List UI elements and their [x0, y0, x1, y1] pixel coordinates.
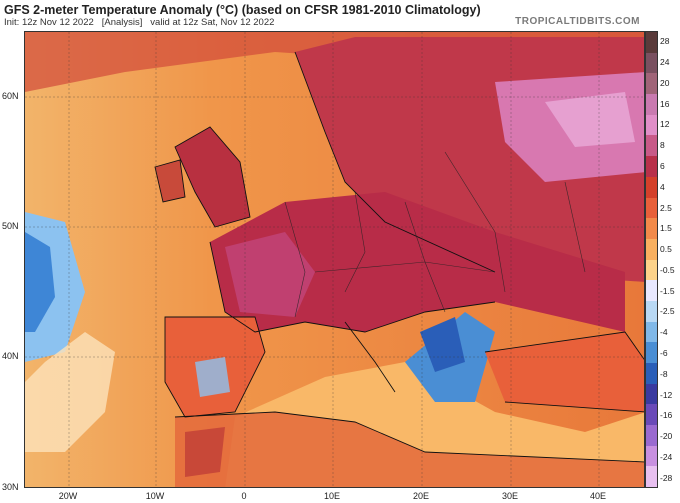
colorbar-swatch [646, 259, 657, 281]
colorbar-tick-label: -0.5 [660, 264, 675, 275]
colorbar-swatch [646, 73, 657, 95]
colorbar-labels: 28 24 20 16 12 8 6 4 2.5 1.5 0.5 -0.5 -1.5 -2.5 -4 -6 -8… [660, 31, 680, 488]
colorbar-tick-label: 16 [660, 98, 670, 109]
colorbar-swatch [646, 52, 657, 74]
lon-label-10e: 10E [323, 491, 341, 501]
colorbar-swatch [646, 238, 657, 260]
colorbar-swatch [646, 383, 657, 405]
colorbar-tick-label: -12 [660, 389, 673, 400]
lat-label-30n: 30N [2, 482, 19, 492]
analysis-tag: [Analysis] [101, 17, 143, 28]
map-title: GFS 2-meter Temperature Anomaly (°C) (ba… [4, 3, 481, 17]
colorbar-swatch [646, 321, 657, 343]
colorbar-swatch [646, 197, 657, 219]
warm-anomaly-north-africa [175, 412, 644, 487]
colorbar-swatch [646, 445, 657, 467]
cold-anomaly-atlantic-core [25, 232, 55, 332]
peak-warm-anomaly-russia [545, 92, 635, 147]
colorbar-tick-label: -28 [660, 472, 673, 483]
colorbar-tick-label: -16 [660, 410, 673, 421]
colorbar-swatch [646, 114, 657, 136]
colorbar-tick-label: 28 [660, 36, 670, 47]
colorbar-swatch [646, 32, 657, 53]
colorbar-swatch [646, 218, 657, 239]
colorbar-tick-label: 12 [660, 119, 670, 130]
colorbar-swatch [646, 156, 657, 177]
colorbar-tick-label: 8 [660, 140, 665, 151]
strong-warm-anomaly-france [225, 232, 315, 317]
country-borders [284, 151, 586, 318]
colorbar [645, 31, 658, 488]
coastlines [154, 51, 644, 463]
colorbar-swatch [646, 300, 657, 322]
lat-label-40n: 40N [2, 351, 19, 361]
colorbar-tick-label: 6 [660, 161, 665, 172]
colorbar-tick-label: -1.5 [660, 285, 675, 296]
colorbar-swatch [646, 94, 657, 115]
colorbar-swatch [646, 404, 657, 426]
warm-anomaly-turkey [485, 332, 644, 412]
lon-label-30e: 30E [501, 491, 519, 501]
anomaly-map [24, 31, 645, 488]
colorbar-tick-label: -20 [660, 431, 673, 442]
map-subtitle: Init: 12z Nov 12 2022 [Analysis] valid a… [4, 17, 274, 28]
colorbar-tick-label: -8 [660, 368, 668, 379]
lon-label-0: 0 [241, 491, 247, 501]
colorbar-swatch [646, 466, 657, 488]
lon-label-40e: 40E [589, 491, 607, 501]
init-time: Init: 12z Nov 12 2022 [4, 17, 94, 28]
colorbar-swatch [646, 135, 657, 157]
warm-anomaly-morocco [185, 427, 225, 477]
map-header: GFS 2-meter Temperature Anomaly (°C) (ba… [0, 0, 680, 30]
colorbar-swatch [646, 176, 657, 198]
lat-label-50n: 50N [2, 221, 19, 231]
colorbar-swatch [646, 425, 657, 446]
colorbar-tick-label: -6 [660, 347, 668, 358]
colorbar-tick-label: -4 [660, 327, 668, 338]
colorbar-tick-label: 4 [660, 181, 665, 192]
brand-watermark: TROPICALTIDBITS.COM [515, 16, 640, 27]
colorbar-tick-label: 1.5 [660, 223, 672, 234]
colorbar-swatch [646, 342, 657, 363]
colorbar-tick-label: 24 [660, 57, 670, 68]
neutral-anomaly-atlantic [25, 332, 115, 452]
cool-patch-iberia [195, 357, 230, 397]
colorbar-tick-label: -2.5 [660, 306, 675, 317]
colorbar-tick-label: 2.5 [660, 202, 672, 213]
warm-anomaly-ireland [155, 160, 185, 202]
lat-label-60n: 60N [2, 91, 19, 101]
lon-label-20e: 20E [412, 491, 430, 501]
colorbar-swatch [646, 363, 657, 384]
colorbar-tick-label: -24 [660, 451, 673, 462]
map-canvas [25, 32, 644, 487]
colorbar-tick-label: 0.5 [660, 244, 672, 255]
lon-label-10w: 10W [145, 491, 165, 501]
colorbar-swatch [646, 280, 657, 301]
cold-anomaly-balkans-core [420, 317, 465, 372]
valid-time: valid at 12z Sat, Nov 12 2022 [150, 17, 275, 28]
colorbar-tick-label: 20 [660, 77, 670, 88]
graticule [25, 32, 644, 487]
lon-label-20w: 20W [58, 491, 78, 501]
